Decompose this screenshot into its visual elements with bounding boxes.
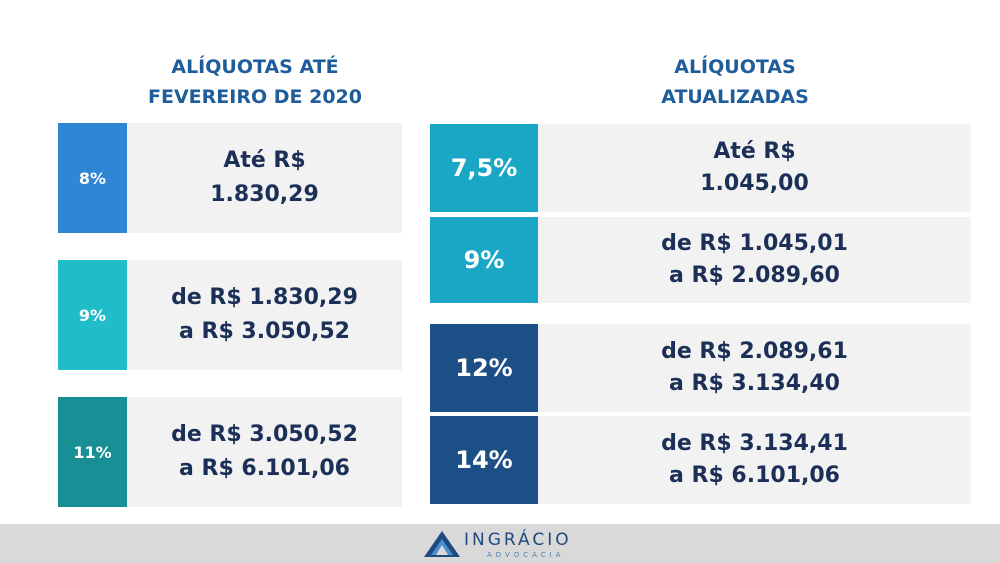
brand-name: INGRÁCIO: [464, 530, 572, 550]
salary-range-line-2: 1.045,00: [700, 171, 809, 196]
salary-range: de R$ 1.045,01 a R$ 2.089,60: [538, 217, 971, 303]
salary-range-line-2: a R$ 2.089,60: [669, 263, 840, 288]
left-rate-row-2: 9% de R$ 1.830,29 a R$ 3.050,52: [58, 260, 402, 370]
right-title-line-2: ATUALIZADAS: [661, 86, 809, 108]
left-title-line-1: ALÍQUOTAS ATÉ: [171, 56, 339, 78]
rate-badge: 9%: [430, 217, 538, 303]
rate-badge: 9%: [58, 260, 127, 370]
salary-range-line-2: a R$ 3.050,52: [179, 319, 350, 344]
rate-badge: 7,5%: [430, 124, 538, 212]
rate-badge: 12%: [430, 324, 538, 412]
left-title-line-2: FEVEREIRO DE 2020: [148, 86, 362, 108]
rate-percent: 8%: [78, 168, 107, 188]
rate-badge: 11%: [58, 397, 127, 507]
right-rate-row-2: 9% de R$ 1.045,01 a R$ 2.089,60: [430, 217, 971, 303]
salary-range-line-1: de R$ 1.830,29: [171, 285, 358, 310]
right-title-line-1: ALÍQUOTAS: [674, 56, 796, 78]
left-column-title: ALÍQUOTAS ATÉ FEVEREIRO DE 2020: [130, 52, 380, 112]
left-rate-row-1: 8% Até R$ 1.830,29: [58, 123, 402, 233]
rate-percent: 11%: [73, 442, 112, 462]
rate-percent: 9%: [463, 246, 505, 274]
rate-percent: 9%: [78, 305, 107, 325]
rate-percent: 7,5%: [450, 154, 518, 182]
right-rate-row-4: 14% de R$ 3.134,41 a R$ 6.101,06: [430, 416, 971, 504]
footer-bar: [0, 524, 1000, 563]
rate-badge: 8%: [58, 123, 127, 233]
left-rate-row-3: 11% de R$ 3.050,52 a R$ 6.101,06: [58, 397, 402, 507]
triangle-logo-icon: [424, 531, 460, 557]
salary-range-line-2: a R$ 6.101,06: [669, 463, 840, 488]
salary-range-line-1: de R$ 3.134,41: [661, 431, 848, 456]
salary-range-line-2: 1.830,29: [210, 182, 319, 207]
salary-range-line-1: de R$ 1.045,01: [661, 231, 848, 256]
salary-range-line-1: de R$ 3.050,52: [171, 422, 358, 447]
salary-range: de R$ 3.050,52 a R$ 6.101,06: [127, 397, 402, 507]
salary-range: de R$ 3.134,41 a R$ 6.101,06: [538, 416, 971, 504]
right-column-title: ALÍQUOTAS ATUALIZADAS: [610, 52, 860, 112]
salary-range-line-2: a R$ 3.134,40: [669, 371, 840, 396]
rate-badge: 14%: [430, 416, 538, 504]
salary-range: Até R$ 1.830,29: [127, 123, 402, 233]
salary-range-line-1: de R$ 2.089,61: [661, 339, 848, 364]
salary-range: Até R$ 1.045,00: [538, 124, 971, 212]
salary-range-line-2: a R$ 6.101,06: [179, 456, 350, 481]
salary-range-line-1: Até R$: [713, 139, 796, 164]
right-rate-row-1: 7,5% Até R$ 1.045,00: [430, 124, 971, 212]
brand-subtitle: ADVOCACIA: [487, 551, 565, 559]
salary-range-line-1: Até R$: [223, 148, 306, 173]
right-rate-row-3: 12% de R$ 2.089,61 a R$ 3.134,40: [430, 324, 971, 412]
salary-range: de R$ 2.089,61 a R$ 3.134,40: [538, 324, 971, 412]
rate-percent: 14%: [455, 446, 513, 474]
salary-range: de R$ 1.830,29 a R$ 3.050,52: [127, 260, 402, 370]
rate-percent: 12%: [455, 354, 513, 382]
